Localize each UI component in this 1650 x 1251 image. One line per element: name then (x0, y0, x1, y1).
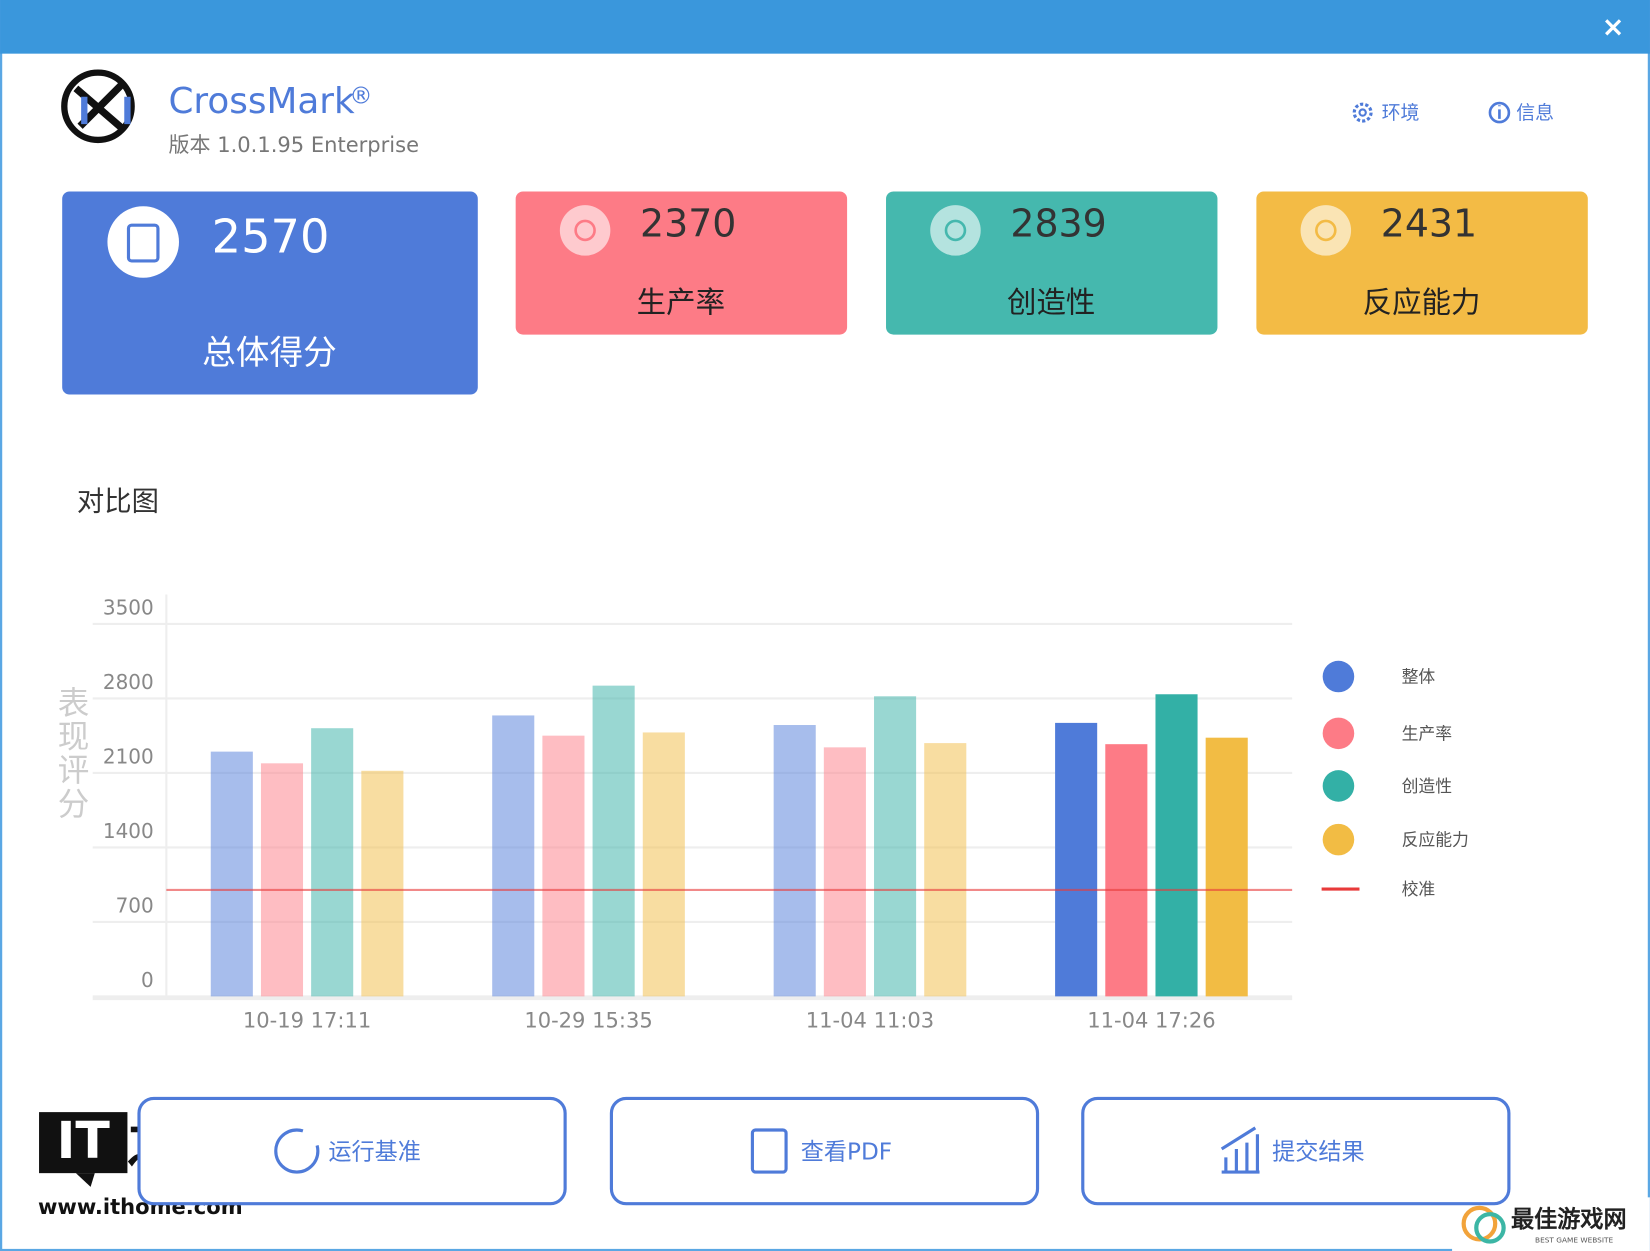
it-text: IT (57, 1111, 111, 1170)
score-card: 2839 创造性 (886, 191, 1218, 335)
button-frame (137, 1096, 567, 1206)
it-box (39, 1112, 128, 1174)
bar (874, 696, 917, 997)
action-button[interactable]: 查看PDF (609, 1096, 1040, 1206)
y-tick-label: 2100 (103, 745, 154, 769)
close-button[interactable]: × (1602, 12, 1625, 43)
legend-swatch (1322, 660, 1355, 693)
app-name: CrossMark (168, 81, 355, 122)
bar (773, 725, 816, 997)
score-card: 2370 生产率 (515, 191, 848, 335)
y-tick-label: 1400 (103, 819, 154, 843)
bar (924, 743, 967, 997)
legend-swatch (1322, 770, 1355, 802)
info-label: 信息 (1516, 102, 1554, 124)
button-label: 运行基准 (328, 1140, 420, 1166)
score-card: 2570 总体得分 (62, 191, 478, 395)
bar (210, 751, 253, 997)
score-value: 2839 (1010, 202, 1106, 246)
bar (1055, 722, 1098, 997)
bar (1105, 744, 1148, 997)
bar (361, 770, 404, 997)
card-icon (1300, 205, 1352, 256)
x-tick-label: 11-04 17:26 (1087, 1008, 1215, 1033)
y-tick-label: 700 (116, 894, 154, 918)
legend-swatch (1322, 717, 1355, 750)
button-icon (1220, 1126, 1260, 1174)
card-icon-glyph (944, 219, 967, 242)
bar (311, 728, 354, 997)
logo-bars (81, 96, 131, 125)
info-icon (1488, 101, 1511, 124)
bar (542, 735, 585, 997)
action-button[interactable]: 提交结果 (1081, 1096, 1511, 1206)
legend-label: 校准 (1402, 879, 1436, 899)
bar (592, 685, 635, 997)
legend-label: 创造性 (1402, 776, 1452, 796)
button-frame (1081, 1096, 1511, 1206)
legend-swatch (1322, 823, 1355, 856)
site-sub: BEST GAME WEBSITE (1535, 1235, 1613, 1244)
bar (823, 747, 866, 997)
score-label: 创造性 (1007, 286, 1095, 320)
x-tick-label: 11-04 11:03 (806, 1008, 934, 1033)
settings-label: 环境 (1382, 102, 1420, 124)
bar (492, 715, 535, 997)
legend-label: 整体 (1402, 667, 1436, 687)
gear-icon-center (1358, 108, 1367, 117)
title-bar (0, 0, 1650, 54)
it-box-tail (75, 1173, 95, 1187)
card-icon-glyph (1315, 219, 1337, 242)
card-icon (930, 205, 981, 256)
bar (642, 732, 685, 997)
chart: 0 700 1400 2100 2800 3500 10-19 17:11 10-29 15:… (92, 594, 1469, 1033)
x-tick-label: 10-29 15:35 (524, 1008, 652, 1033)
y-axis-label: 表现评分 (53, 686, 89, 821)
y-tick-label: 2800 (103, 670, 154, 694)
settings-link[interactable]: 环境 (1352, 102, 1420, 124)
button-label: 查看PDF (801, 1140, 892, 1166)
score-label: 生产率 (637, 286, 725, 320)
button-icon (750, 1128, 788, 1174)
bar (260, 763, 304, 997)
action-button[interactable]: 运行基准 (137, 1096, 567, 1206)
chart-title: 对比图 (77, 486, 159, 517)
registered-mark: ® (349, 83, 372, 109)
card-icon-glyph (126, 223, 160, 263)
legend-label: 生产率 (1402, 723, 1452, 743)
y-tick-label: 3500 (103, 596, 154, 620)
card-icon-glyph (574, 219, 596, 242)
site-name: 最佳游戏网 (1511, 1206, 1627, 1233)
score-label: 总体得分 (202, 333, 337, 372)
legend-label: 反应能力 (1402, 830, 1469, 850)
site-logo-b (1474, 1212, 1506, 1244)
card-icon (107, 206, 179, 278)
site-watermark: 最佳游戏网 BEST GAME WEBSITE (1452, 1197, 1650, 1251)
button-icon (274, 1128, 320, 1174)
logo (61, 69, 135, 144)
logo-ring (61, 69, 135, 144)
score-value: 2570 (212, 209, 330, 263)
y-tick-label: 0 (141, 968, 154, 992)
x-tick-label: 10-19 17:11 (243, 1008, 371, 1033)
button-label: 提交结果 (1272, 1140, 1365, 1166)
info-link[interactable]: 信息 (1488, 101, 1554, 124)
card-icon (559, 205, 611, 256)
score-value: 2431 (1381, 202, 1477, 246)
score-value: 2370 (640, 202, 736, 246)
version: 版本 1.0.1.95 Enterprise (168, 132, 419, 157)
gear-icon (1352, 102, 1373, 123)
bar (1155, 694, 1198, 997)
button-frame (609, 1096, 1040, 1206)
bar (1205, 737, 1248, 997)
score-label: 反应能力 (1363, 286, 1481, 320)
score-card: 2431 反应能力 (1256, 191, 1588, 335)
